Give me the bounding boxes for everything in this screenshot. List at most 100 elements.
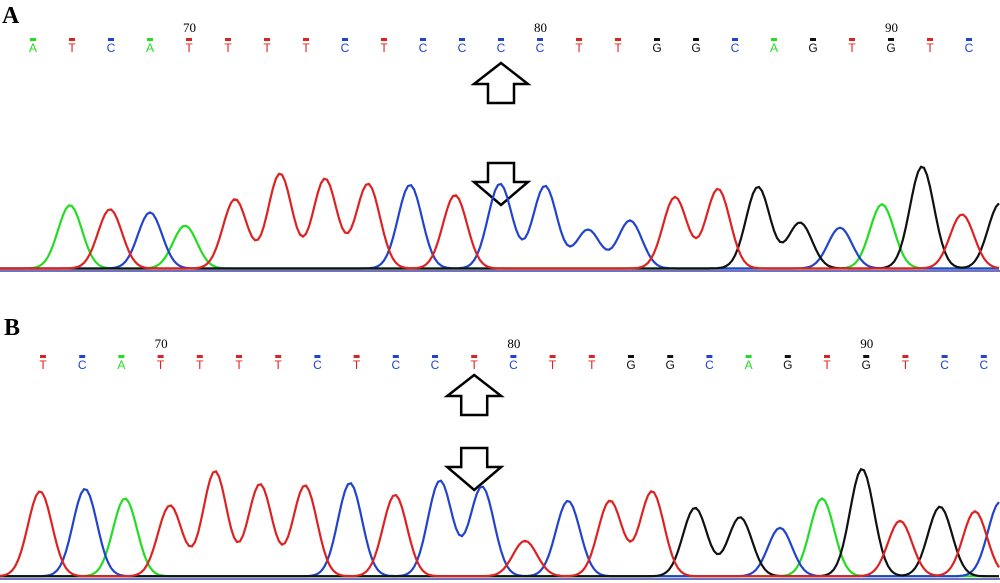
quality-tick — [902, 355, 909, 358]
panel-b-label: B — [4, 315, 20, 341]
quality-tick — [824, 355, 830, 358]
quality-tick — [79, 355, 86, 358]
trace-T — [0, 172, 1000, 270]
quality-tick — [498, 38, 504, 41]
quality-tick — [849, 38, 855, 41]
up-arrow-icon — [470, 61, 532, 105]
quality-tick — [549, 355, 556, 358]
base-call-A: A — [770, 41, 778, 55]
quality-tick — [615, 38, 621, 41]
position-labels: 70 80 90 — [183, 20, 898, 35]
quality-tick — [147, 38, 153, 41]
base-call-C: C — [940, 358, 949, 372]
quality-tick — [771, 38, 777, 41]
base-call-C: C — [313, 358, 322, 372]
base-call-C: C — [391, 358, 400, 372]
base-call-T: T — [902, 358, 910, 372]
base-call-C: C — [731, 41, 740, 55]
base-call-G: G — [783, 358, 792, 372]
quality-tick — [186, 38, 192, 41]
base-call-T: T — [588, 358, 596, 372]
base-call-T: T — [614, 41, 622, 55]
base-call-G: G — [691, 41, 700, 55]
position-number: 80 — [507, 336, 520, 351]
quality-tick — [40, 355, 46, 358]
base-call-C: C — [705, 358, 714, 372]
base-call-T: T — [39, 358, 47, 372]
quality-tick — [157, 355, 164, 358]
panel-a: A 70 80 90 A T C A T T T T C T C C C C T T G G C A G T G T C — [0, 3, 1000, 272]
trace-curves — [0, 165, 1000, 270]
base-call-C: C — [979, 358, 988, 372]
quality-tick — [236, 355, 242, 358]
quality-tick — [108, 38, 114, 41]
position-number: 90 — [860, 336, 873, 351]
trace-C — [0, 479, 1000, 578]
base-call-T: T — [302, 41, 310, 55]
down-arrow-icon — [443, 446, 505, 492]
base-call-T: T — [353, 358, 361, 372]
base-call-C: C — [419, 41, 428, 55]
quality-tick — [459, 38, 465, 41]
quality-tick — [432, 355, 438, 358]
quality-tick — [745, 355, 752, 358]
trace-curves — [0, 467, 1000, 578]
base-call-T: T — [196, 358, 204, 372]
quality-tick — [784, 355, 791, 358]
base-call-C: C — [78, 358, 87, 372]
base-call-T: T — [235, 358, 243, 372]
position-number: 70 — [183, 20, 196, 35]
quality-tick — [888, 38, 894, 41]
position-number: 90 — [885, 20, 898, 35]
base-call-T: T — [926, 41, 934, 55]
trace-G — [0, 467, 999, 578]
quality-tick — [392, 355, 399, 358]
quality-tick — [576, 38, 582, 41]
base-call-C: C — [536, 41, 545, 55]
quality-tick — [420, 38, 426, 41]
quality-tick — [225, 38, 231, 41]
quality-tick — [118, 355, 125, 358]
quality-tick — [30, 38, 36, 41]
quality-tick — [927, 38, 933, 41]
quality-tick — [941, 355, 948, 358]
base-call-C: C — [497, 41, 506, 55]
quality-tick — [980, 355, 987, 358]
base-call-T: T — [224, 41, 232, 55]
quality-tick — [628, 355, 634, 358]
base-call-T: T — [185, 41, 193, 55]
base-call-C: C — [509, 358, 518, 372]
quality-tick — [966, 38, 972, 41]
quality-tick — [264, 38, 270, 41]
quality-tick — [510, 355, 517, 358]
base-call-G: G — [886, 41, 895, 55]
base-call-T: T — [380, 41, 388, 55]
quality-tick — [381, 38, 387, 41]
quality-tick — [667, 355, 674, 358]
base-call-T: T — [549, 358, 557, 372]
quality-tick — [588, 355, 595, 358]
base-call-T: T — [68, 41, 76, 55]
quality-tick — [353, 355, 360, 358]
trace-T — [0, 470, 1000, 578]
quality-tick — [537, 38, 543, 41]
base-call-T: T — [575, 41, 583, 55]
panel-a-label: A — [2, 3, 20, 29]
base-call-A: A — [146, 41, 154, 55]
trace-C — [0, 182, 999, 270]
base-call-T: T — [823, 358, 831, 372]
base-call-C: C — [965, 41, 974, 55]
quality-tick — [654, 38, 660, 41]
arrows — [443, 373, 505, 492]
quality-tick — [471, 355, 478, 358]
base-call-T: T — [157, 358, 165, 372]
position-number: 70 — [155, 336, 168, 351]
base-call-C: C — [458, 41, 467, 55]
base-call-G: G — [808, 41, 817, 55]
quality-tick — [275, 355, 282, 358]
base-call-G: G — [652, 41, 661, 55]
position-labels: 70 80 90 — [155, 336, 874, 351]
